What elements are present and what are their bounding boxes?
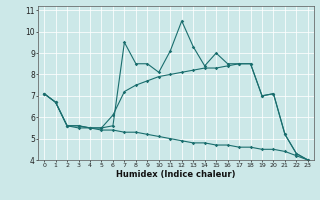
X-axis label: Humidex (Indice chaleur): Humidex (Indice chaleur) [116,170,236,179]
